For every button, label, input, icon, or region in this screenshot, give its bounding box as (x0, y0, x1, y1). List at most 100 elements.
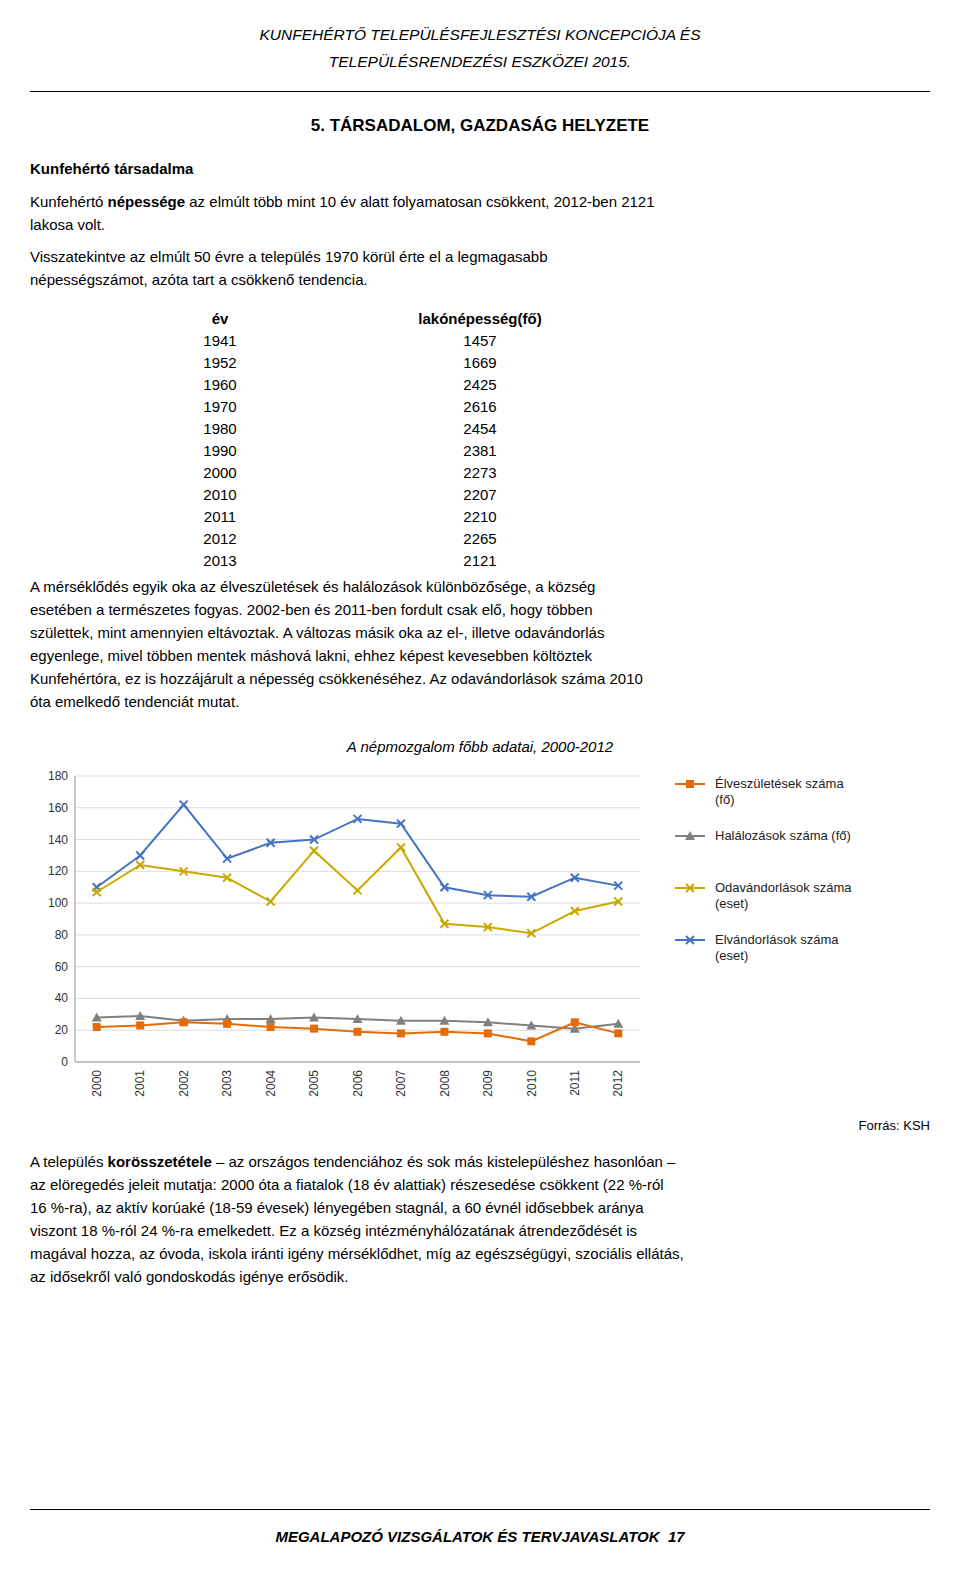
marker-stroke (180, 867, 188, 875)
data-point (440, 920, 448, 928)
x-tick-label: 2006 (351, 1070, 365, 1097)
grid (75, 776, 640, 1062)
table-cell: 1669 (380, 354, 580, 372)
paragraph-line: lakosa volt. (30, 216, 105, 234)
marker-stroke (484, 923, 492, 931)
table-cell: 2381 (380, 442, 580, 460)
grid-line (75, 966, 640, 967)
grid-line (75, 1062, 640, 1063)
marker-stroke (267, 898, 275, 906)
data-point (440, 883, 448, 891)
y-tick-label: 40 (55, 991, 69, 1005)
legend-item: Halálozások száma (fő) (675, 828, 851, 843)
table-cell: 1941 (120, 332, 320, 350)
data-point (93, 1023, 101, 1031)
y-tick-label: 80 (55, 928, 69, 942)
marker-stroke (397, 820, 405, 828)
data-point (527, 893, 535, 901)
marker-stroke (136, 851, 144, 859)
marker-stroke (310, 836, 318, 844)
data-point (439, 1016, 449, 1025)
table-cell: 1990 (120, 442, 320, 460)
marker-stroke (310, 836, 318, 844)
paragraph-line: A település korösszetétele – az országos… (30, 1153, 675, 1171)
marker-stroke (527, 893, 535, 901)
marker-stroke (267, 898, 275, 906)
marker-stroke (686, 936, 694, 944)
marker-stroke (571, 874, 579, 882)
data-point (484, 891, 492, 899)
data-point (180, 1018, 188, 1026)
paragraph-line: egyenlege, mivel többen mentek máshová l… (30, 647, 592, 665)
x-tick-label: 2000 (90, 1070, 104, 1097)
y-tick-label: 100 (48, 896, 68, 910)
text-run: az elmúlt több mint 10 év alatt folyamat… (185, 193, 654, 210)
marker-stroke (614, 898, 622, 906)
legend-label: Halálozások száma (fő) (715, 828, 851, 843)
x-tick-label: 2008 (438, 1070, 452, 1097)
x-tick-label: 2007 (394, 1070, 408, 1097)
data-point (223, 1020, 231, 1028)
emphasized-text: népessége (108, 193, 186, 210)
table-cell: 2273 (380, 464, 580, 482)
paragraph-line: népességszámot, azóta tart a csökkenő te… (30, 271, 368, 289)
header-line: KUNFEHÉRTŐ TELEPÜLÉSFEJLESZTÉSI KONCEPCI… (0, 26, 960, 44)
marker-stroke (180, 801, 188, 809)
marker-stroke (136, 851, 144, 859)
table-cell: 2011 (120, 508, 320, 526)
x-tick-label: 2009 (481, 1070, 495, 1097)
data-point (397, 1029, 405, 1037)
grid-line (75, 839, 640, 840)
marker-stroke (267, 839, 275, 847)
y-tick-label: 0 (61, 1055, 68, 1069)
data-point (526, 1020, 536, 1029)
legend-marker (685, 831, 695, 840)
data-point (92, 1013, 102, 1022)
legend-label: Elvándorlások száma(eset) (715, 932, 839, 963)
table-cell: 2013 (120, 552, 320, 570)
legend-label: Odavándorlások száma(eset) (715, 880, 852, 911)
legend-label-line: Élveszületések száma (715, 776, 844, 791)
data-point (267, 1023, 275, 1031)
paragraph-line: az idősekről való gondoskodás igénye erő… (30, 1268, 349, 1286)
data-point (266, 1014, 276, 1023)
x-tick-label: 2012 (611, 1070, 625, 1097)
header-line: TELEPÜLÉSRENDEZÉSI ESZKÖZEI 2015. (0, 53, 960, 71)
marker-stroke (614, 898, 622, 906)
marker-stroke (686, 884, 694, 892)
y-tick-label: 60 (55, 960, 69, 974)
marker-stroke (136, 861, 144, 869)
x-tick-label: 2010 (525, 1070, 539, 1097)
data-point (571, 874, 579, 882)
x-tick-label: 2004 (264, 1070, 278, 1097)
table-cell: 2121 (380, 552, 580, 570)
grid-line (75, 776, 640, 777)
marker-stroke (484, 923, 492, 931)
data-point (483, 1017, 493, 1026)
table-cell: 2425 (380, 376, 580, 394)
table-cell: 2210 (380, 508, 580, 526)
data-point (136, 851, 144, 859)
marker-stroke (440, 920, 448, 928)
table-cell: 2010 (120, 486, 320, 504)
data-point (267, 898, 275, 906)
paragraph-line: Visszatekintve az elmúlt 50 évre a telep… (30, 248, 548, 266)
marker-stroke (614, 882, 622, 890)
data-point (267, 839, 275, 847)
data-point (136, 861, 144, 869)
data-point (310, 847, 318, 855)
marker-stroke (614, 882, 622, 890)
data-point (354, 1028, 362, 1036)
grid-line (75, 998, 640, 999)
legend-item: Élveszületések száma(fő) (675, 776, 844, 807)
data-point (614, 882, 622, 890)
section-title: 5. TÁRSADALOM, GAZDASÁG HELYZETE (0, 116, 960, 136)
table-cell: 2000 (120, 464, 320, 482)
table-cell: 2207 (380, 486, 580, 504)
legend-label-line: (fő) (715, 792, 735, 807)
table-header: év (120, 310, 320, 328)
data-point (223, 874, 231, 882)
marker-stroke (440, 920, 448, 928)
marker-stroke (440, 883, 448, 891)
data-point (354, 815, 362, 823)
